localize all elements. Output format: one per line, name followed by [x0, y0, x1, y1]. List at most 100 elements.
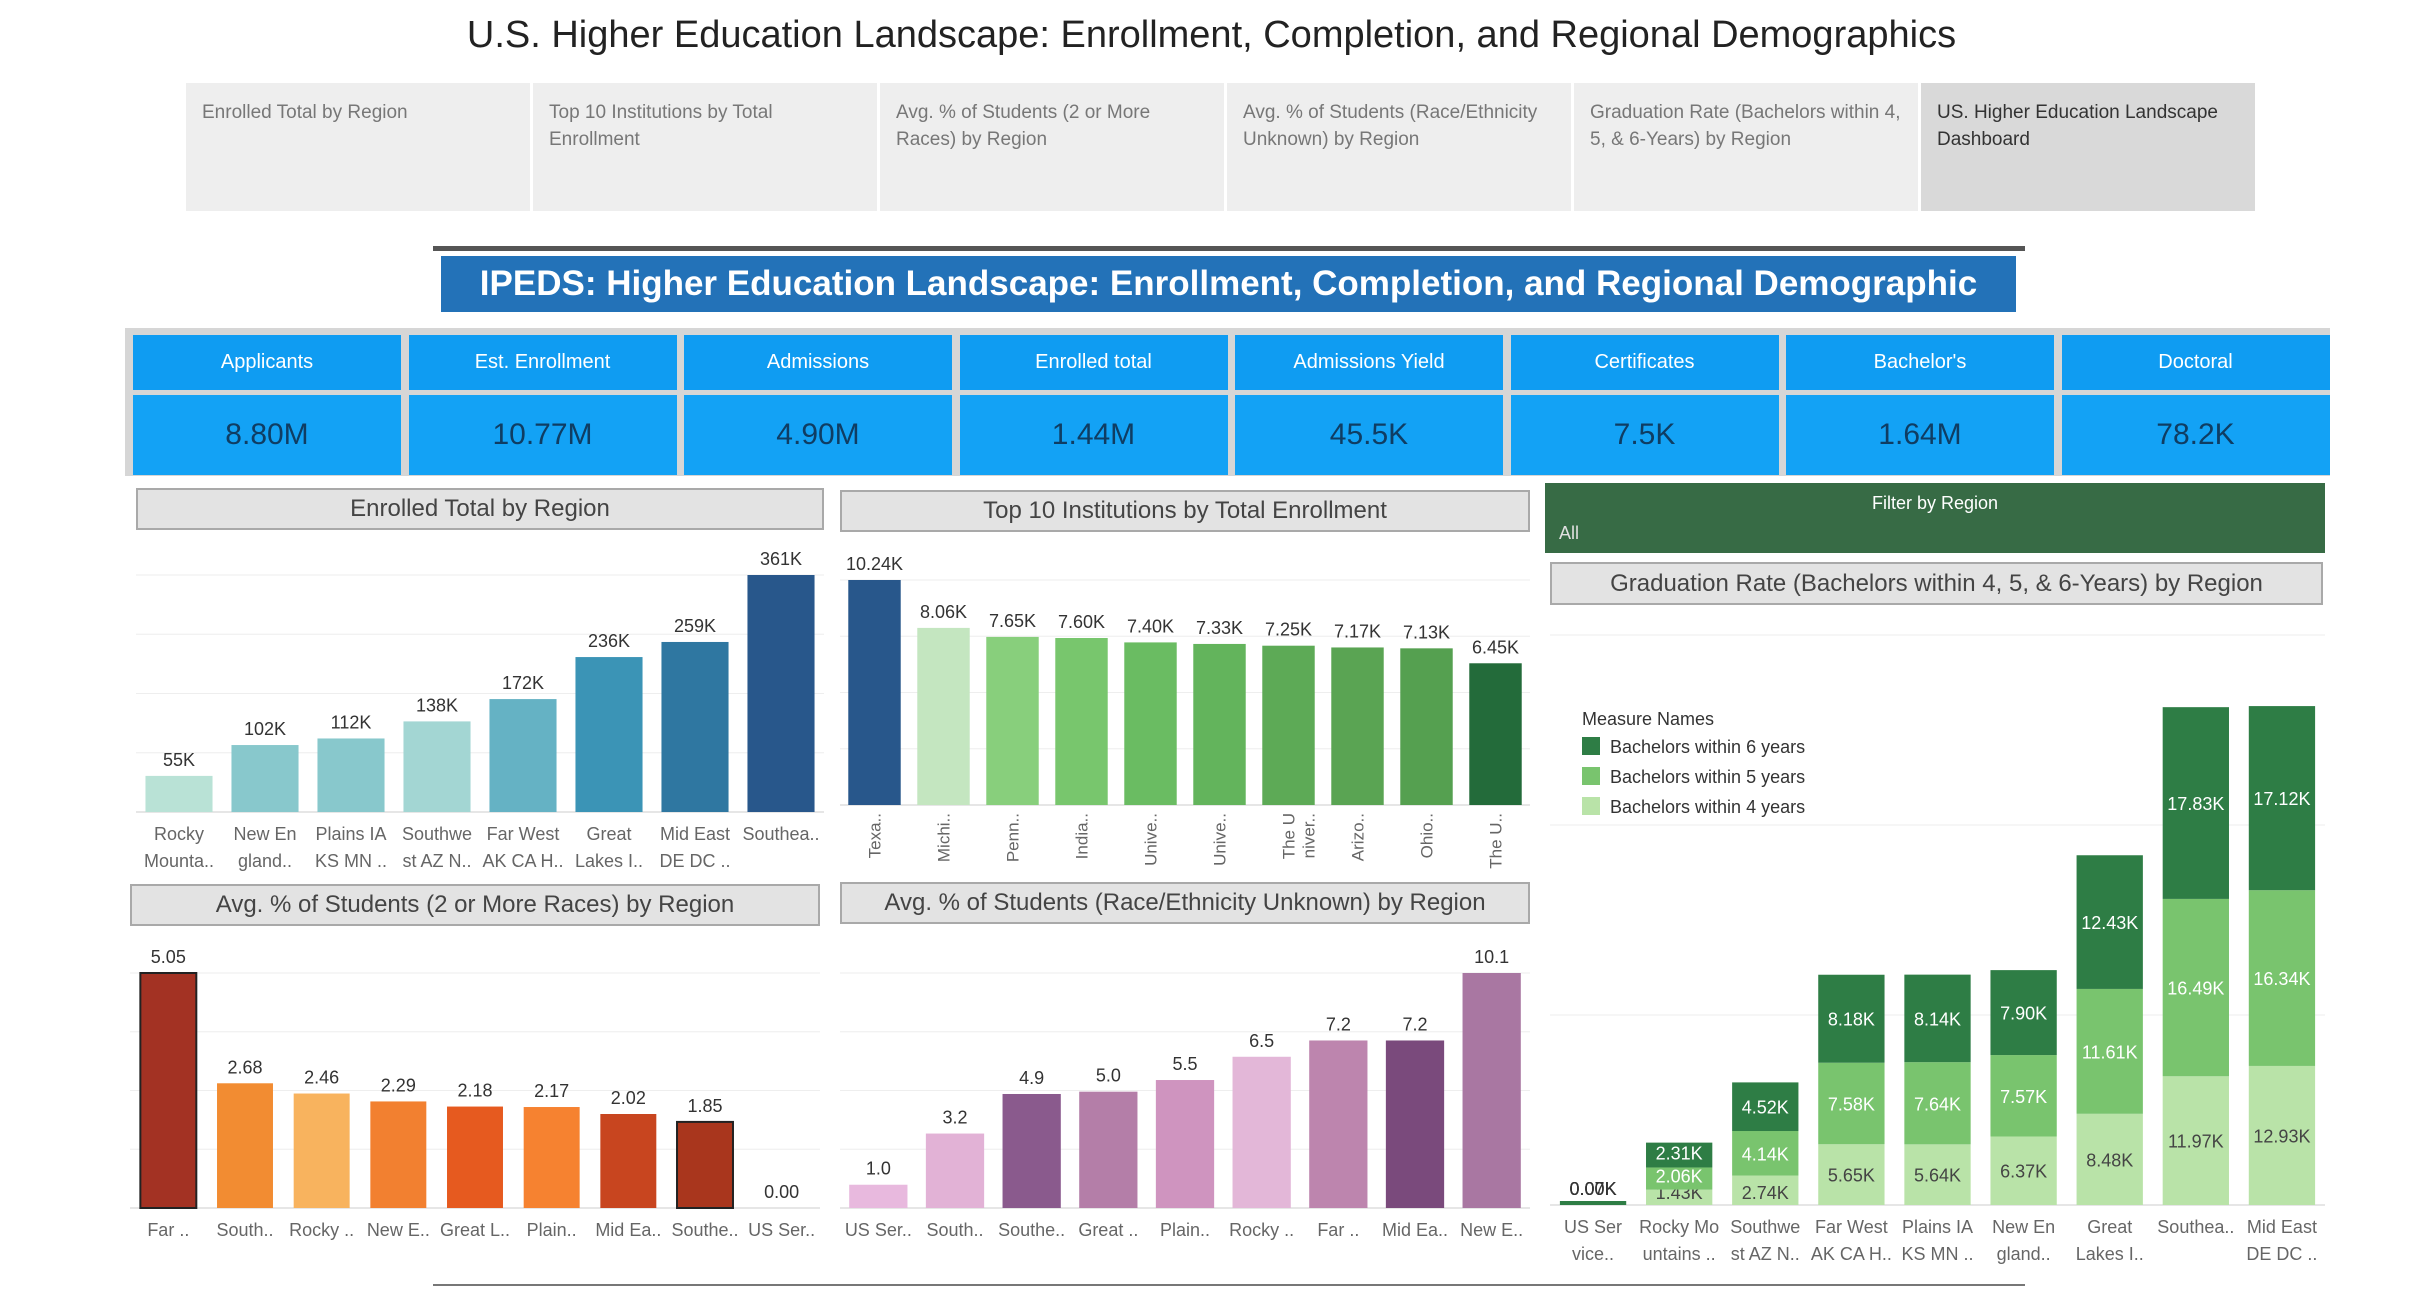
data-label: 8.18K — [1828, 1010, 1875, 1030]
stacked-bar-segment — [1990, 970, 2057, 1056]
unknown-by-region-chart: 1.0 US Ser.. 3.2 South.. 4.9 Southe.. 5.0 Great… — [840, 947, 1530, 1240]
bar — [986, 636, 1039, 805]
tab-top-institutions[interactable]: Top 10 Institutions by Total Enrollment — [533, 83, 877, 211]
bar — [523, 1107, 580, 1208]
tick-label: Southea.. — [742, 824, 819, 844]
tick-label: AK CA H.. — [482, 851, 563, 871]
bar — [403, 721, 471, 812]
tick-label: Rocky .. — [289, 1220, 354, 1240]
tick-label: KS MN .. — [315, 851, 387, 871]
data-label: 7.13K — [1403, 622, 1450, 642]
region-filter[interactable]: Filter by Region All — [1545, 483, 2325, 553]
bar — [139, 972, 198, 1209]
data-label: 17.12K — [2253, 789, 2310, 809]
kpi-label: Admissions Yield — [1235, 335, 1503, 390]
tab-graduation-rate[interactable]: Graduation Rate (Bachelors within 4, 5, … — [1574, 83, 1918, 211]
bar — [231, 745, 299, 812]
bar — [575, 657, 643, 812]
data-label: 7.2 — [1326, 1014, 1351, 1034]
dashboard-banner: IPEDS: Higher Education Landscape: Enrol… — [441, 256, 2016, 312]
bar — [370, 1101, 427, 1208]
region-filter-value[interactable]: All — [1559, 523, 1580, 543]
tick-label: South.. — [216, 1220, 273, 1240]
tick-label: Michi.. — [935, 813, 954, 862]
tick-label: st AZ N.. — [402, 851, 471, 871]
kpi-value: 4.90M — [684, 395, 952, 475]
bar — [489, 699, 557, 812]
tick-label: US Ser — [1564, 1217, 1622, 1237]
data-label: 8.48K — [2086, 1150, 2133, 1170]
kpi-label: Est. Enrollment — [408, 335, 677, 390]
data-label: 236K — [588, 631, 630, 651]
data-label: 0.00K — [1570, 1179, 1617, 1199]
data-label: 7.60K — [1058, 612, 1105, 632]
data-label: 2.29 — [381, 1075, 416, 1095]
tick-label: Plains IA — [315, 824, 386, 844]
enrolled-panel-title: Enrolled Total by Region — [136, 488, 824, 530]
stacked-bar-segment — [2248, 890, 2316, 1066]
data-label: 0.00 — [764, 1182, 799, 1202]
stacked-bar-segment — [2162, 898, 2229, 1077]
legend-label: Bachelors within 5 years — [1610, 767, 1805, 787]
kpi-card-est-enrollment: Est. Enrollment 10.77M — [408, 335, 677, 475]
data-label: 5.64K — [1914, 1166, 1961, 1186]
legend-swatch — [1582, 797, 1600, 815]
tab-race-unknown[interactable]: Avg. % of Students (Race/Ethnicity Unkno… — [1227, 83, 1571, 211]
bar — [1385, 1040, 1445, 1208]
stacked-bar-segment — [1818, 974, 1885, 1063]
tab-two-or-more-races[interactable]: Avg. % of Students (2 or More Races) by … — [880, 83, 1224, 211]
bar — [849, 1184, 908, 1208]
data-label: 172K — [502, 673, 544, 693]
bar — [1002, 1093, 1061, 1208]
legend-swatch — [1582, 737, 1600, 755]
data-label: 2.02 — [611, 1088, 646, 1108]
kpi-label: Doctoral — [2061, 335, 2330, 390]
data-label: 361K — [760, 549, 802, 569]
bar — [145, 775, 213, 812]
tick-label: DE DC .. — [2246, 1244, 2317, 1264]
data-label: 12.43K — [2081, 913, 2138, 933]
tick-label: KS MN .. — [1901, 1244, 1973, 1264]
stacked-bar-segment — [2076, 855, 2143, 989]
tab-dashboard[interactable]: US. Higher Education Landscape Dashboard — [1921, 83, 2255, 211]
kpi-value: 1.64M — [1786, 395, 2054, 475]
data-label: 4.9 — [1019, 1068, 1044, 1088]
bar — [293, 1093, 350, 1208]
kpi-card-bachelor-s: Bachelor's 1.64M — [1786, 335, 2054, 475]
legend-label: Bachelors within 6 years — [1610, 737, 1805, 757]
data-label: 5.65K — [1828, 1166, 1875, 1186]
data-label: 7.64K — [1914, 1094, 1961, 1114]
tick-label: Texa.. — [866, 813, 885, 858]
tick-label: Plain.. — [1160, 1220, 1210, 1240]
unknown-panel-title: Avg. % of Students (Race/Ethnicity Unkno… — [840, 882, 1530, 924]
page-title: U.S. Higher Education Landscape: Enrollm… — [466, 14, 1957, 56]
bar — [661, 641, 729, 812]
data-label: 6.37K — [2000, 1162, 2047, 1182]
banner-divider — [433, 246, 2025, 251]
bar — [925, 1133, 985, 1208]
region-filter-label: Filter by Region — [1871, 493, 1999, 513]
data-label: 12.93K — [2253, 1126, 2310, 1146]
bottom-divider — [433, 1284, 2025, 1286]
data-label: 2.46 — [304, 1068, 339, 1088]
stacked-bar-segment — [1732, 1131, 1799, 1176]
tick-label: Great — [586, 824, 631, 844]
data-label: 10.1 — [1474, 947, 1509, 967]
tick-label: Mid East — [660, 824, 730, 844]
tick-label: Unive.. — [1211, 813, 1230, 866]
kpi-label: Certificates — [1510, 335, 1779, 390]
tab-enrolled-total[interactable]: Enrolled Total by Region — [186, 83, 530, 211]
tick-label: India.. — [1073, 813, 1092, 859]
data-label: 0.07K — [1570, 1179, 1617, 1199]
tick-label: Far .. — [1317, 1220, 1359, 1240]
kpi-value: 78.2K — [2061, 395, 2330, 475]
data-label: 4.14K — [1742, 1144, 1789, 1164]
stacked-bar-segment — [2248, 1065, 2316, 1205]
tick-label: Far .. — [147, 1220, 189, 1240]
data-label: 17.83K — [2167, 794, 2224, 814]
tick-label: Far West — [1815, 1217, 1888, 1237]
data-label: 2.68 — [227, 1057, 262, 1077]
bar — [317, 738, 385, 812]
data-label: 0.00K — [1570, 1179, 1617, 1199]
